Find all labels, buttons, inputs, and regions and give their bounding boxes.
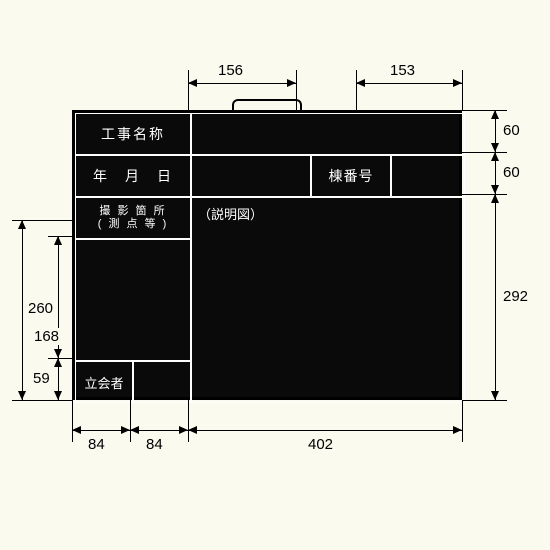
arrow [453, 79, 462, 87]
dim-59: 59 [33, 370, 50, 387]
dim-292: 292 [503, 288, 528, 305]
dim-60b: 60 [503, 164, 520, 181]
title-label: 工事名称 [101, 124, 165, 144]
arrow [54, 349, 62, 358]
ext [48, 236, 72, 237]
arrow [491, 143, 499, 152]
arrow [188, 426, 197, 434]
photo-label-l2: ( 測 点 等 ) [98, 218, 169, 231]
ext [72, 400, 73, 442]
dim-line-r292 [495, 194, 496, 400]
dim-line-top-156 [188, 83, 296, 84]
ext [188, 400, 189, 442]
ext [12, 400, 72, 401]
cell-date-value [191, 155, 311, 197]
arrow [18, 220, 26, 229]
cell-diagram: （説明図） [191, 197, 465, 403]
dim-168: 168 [32, 328, 61, 345]
dim-402: 402 [308, 436, 333, 453]
cell-building-value [391, 155, 465, 197]
diagram-label: （説明図） [198, 204, 263, 223]
dim-line-l260 [22, 220, 23, 400]
ext [462, 400, 463, 442]
dim-60a: 60 [503, 122, 520, 139]
ext [188, 70, 189, 110]
blackboard: 工事名称 年 月 日 棟番号 撮 影 箇 所 ( 測 点 等 ) （説明図） 立… [72, 110, 462, 400]
ext [356, 70, 357, 110]
ext [462, 400, 507, 401]
ext [12, 220, 72, 221]
cell-witness-label: 立会者 [75, 361, 133, 403]
arrow [453, 426, 462, 434]
arrow [491, 391, 499, 400]
arrow [18, 391, 26, 400]
arrow [121, 426, 130, 434]
ext [462, 110, 507, 111]
witness-label: 立会者 [84, 373, 123, 392]
arrow [54, 236, 62, 245]
cell-photo-value [75, 239, 191, 361]
arrow [491, 152, 499, 161]
arrow [54, 358, 62, 367]
cell-building-label: 棟番号 [311, 155, 391, 197]
dim-260: 260 [28, 300, 53, 317]
ext [462, 194, 507, 195]
arrow [72, 426, 81, 434]
arrow [54, 391, 62, 400]
ext [462, 70, 463, 110]
arrow [491, 110, 499, 119]
ext [462, 152, 507, 153]
dim-line-top-153 [356, 83, 462, 84]
arrow [130, 426, 139, 434]
dim-153: 153 [390, 62, 415, 79]
cell-date-label: 年 月 日 [75, 155, 191, 197]
arrow [356, 79, 365, 87]
arrow [188, 79, 197, 87]
board-handle [232, 99, 302, 110]
building-no-label: 棟番号 [329, 166, 374, 186]
dim-84a: 84 [88, 436, 105, 453]
date-label: 年 月 日 [93, 166, 173, 186]
cell-title-value [191, 113, 465, 155]
dim-156: 156 [218, 62, 243, 79]
photo-label-l1: 撮 影 箇 所 [99, 205, 166, 218]
dim-line-b402 [188, 430, 462, 431]
ext [130, 400, 131, 442]
cell-title-label: 工事名称 [75, 113, 191, 155]
dim-84b: 84 [146, 436, 163, 453]
arrow [491, 185, 499, 194]
cell-witness-value [133, 361, 191, 403]
ext [296, 70, 297, 110]
arrow [179, 426, 188, 434]
arrow [491, 194, 499, 203]
cell-photo-label: 撮 影 箇 所 ( 測 点 等 ) [75, 197, 191, 239]
arrow [287, 79, 296, 87]
